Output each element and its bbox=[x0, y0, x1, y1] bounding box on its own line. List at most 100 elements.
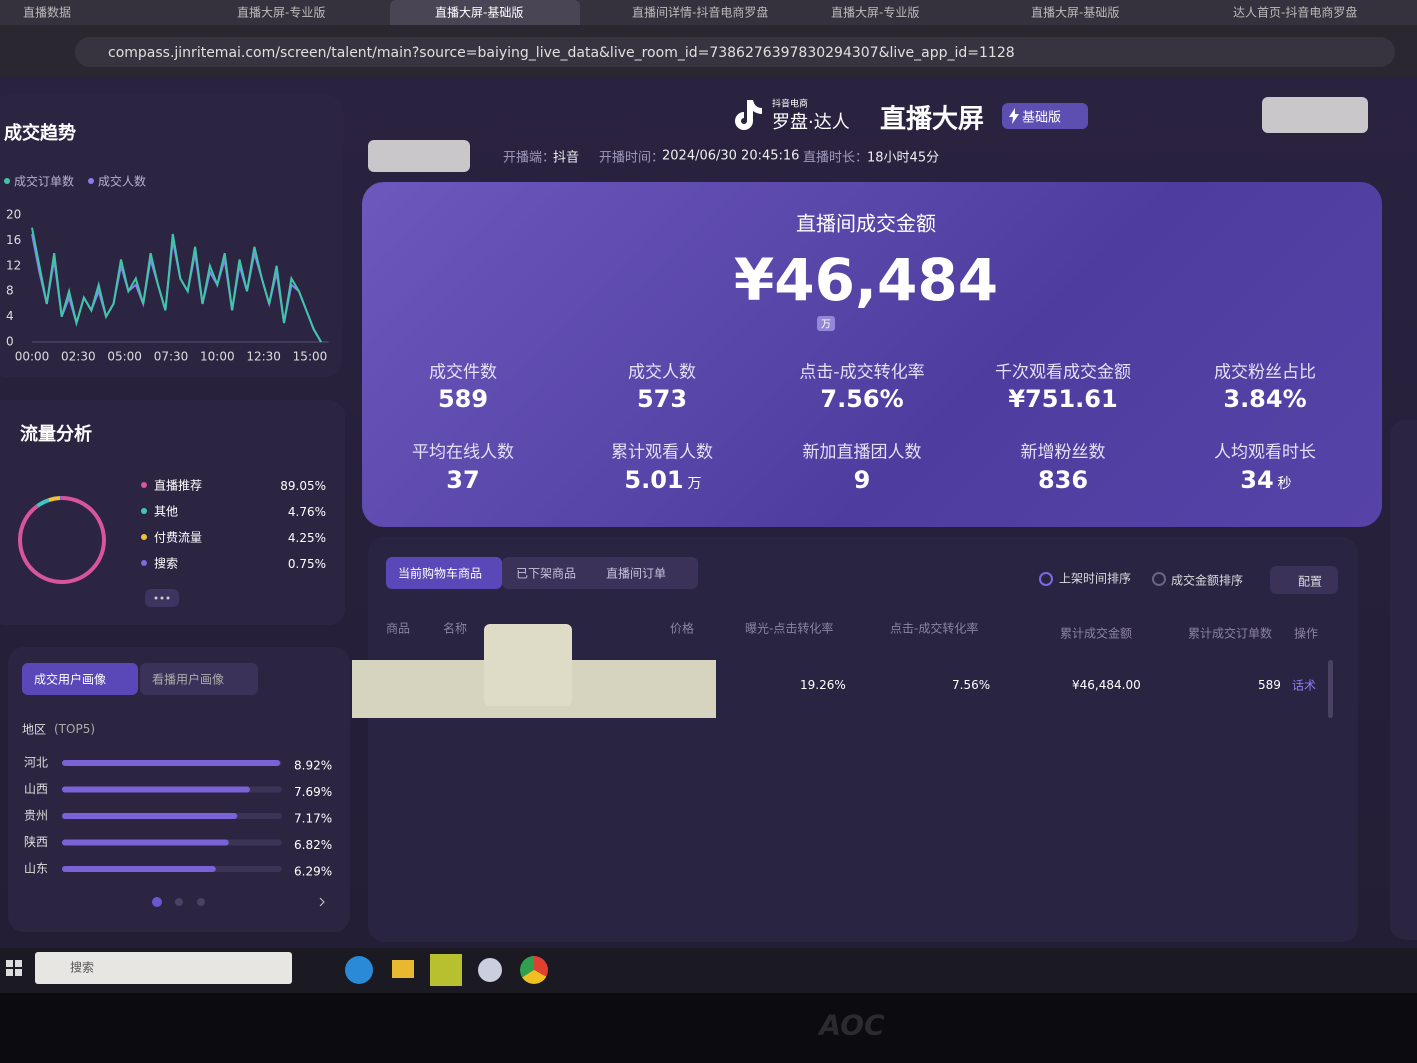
metric-value: 5.01 bbox=[624, 466, 684, 494]
column-header: 商品 bbox=[386, 621, 411, 636]
metric-label: 累计观看人数 bbox=[611, 442, 713, 463]
tab-group[interactable] bbox=[502, 557, 698, 589]
more-dots bbox=[154, 596, 170, 600]
column-header: 累计成交订单数 bbox=[1188, 626, 1273, 641]
region-bars: 河北 8.92% 山西 7.69% 贵州 7.17% 陕西 6.82% 山东 6.29% bbox=[24, 756, 332, 879]
y-tick-label: 20 bbox=[6, 208, 21, 222]
region-note: (TOP5) bbox=[54, 722, 96, 736]
x-tick-label: 05:00 bbox=[107, 350, 142, 364]
bar bbox=[62, 866, 216, 872]
tab-title[interactable]: 达人首页-抖音电商罗盘 bbox=[1233, 5, 1358, 20]
region-name: 贵州 bbox=[24, 809, 48, 823]
region-share: 6.29% bbox=[294, 865, 332, 879]
tab-title[interactable]: 直播大屏-基础版 bbox=[435, 5, 524, 20]
source-name: 搜索 bbox=[154, 556, 179, 571]
monitor-brand: AOC bbox=[819, 1008, 885, 1042]
source-name: 付费流量 bbox=[154, 530, 203, 545]
donut-segment bbox=[48, 496, 61, 503]
tab-title[interactable]: 直播大屏-专业版 bbox=[831, 5, 920, 20]
portrait-tab[interactable] bbox=[140, 663, 258, 695]
edge-icon[interactable] bbox=[345, 956, 373, 984]
monitor-bezel bbox=[0, 993, 1417, 1063]
scrollbar bbox=[1328, 660, 1333, 718]
x-tick-label: 10:00 bbox=[200, 350, 235, 364]
sort-option[interactable]: 成交金额排序 bbox=[1171, 573, 1244, 588]
products-panel bbox=[368, 537, 1358, 942]
product-tab[interactable]: 直播间订单 bbox=[606, 566, 667, 581]
config-text[interactable]: 配置 bbox=[1298, 574, 1323, 589]
blurred-avatar bbox=[368, 140, 470, 172]
app-icon[interactable] bbox=[430, 954, 462, 986]
brand-small: 抖音电商 bbox=[772, 99, 809, 110]
cell: 19.26% bbox=[800, 678, 846, 692]
column-header: 操作 bbox=[1294, 626, 1319, 641]
badge-text[interactable]: 基础版 bbox=[1022, 110, 1062, 126]
sort-option[interactable]: 上架时间排序 bbox=[1059, 571, 1132, 586]
trend-chart: 0 4 8 12 16 20 00:00 02:30 05:00 07:30 10:00 12:30 1… bbox=[6, 208, 329, 364]
live-info: 开播时间： bbox=[599, 150, 665, 166]
y-tick-label: 0 bbox=[6, 335, 14, 349]
folder-icon[interactable] bbox=[392, 960, 414, 978]
bar bbox=[62, 839, 229, 846]
legend-swatch bbox=[88, 178, 94, 184]
x-tick-label: 00:00 bbox=[15, 350, 50, 364]
column-header: 累计成交金额 bbox=[1060, 626, 1133, 641]
y-tick-label: 4 bbox=[6, 309, 14, 323]
legend-swatch bbox=[141, 508, 147, 514]
tab-title[interactable]: 直播间详情-抖音电商罗盘 bbox=[632, 5, 769, 20]
page-title: 直播大屏 bbox=[880, 104, 985, 135]
active-tab[interactable] bbox=[390, 0, 580, 25]
metric-label: 成交人数 bbox=[628, 362, 696, 383]
donut-segment bbox=[36, 498, 50, 508]
product-tab[interactable]: 已下架商品 bbox=[516, 566, 577, 581]
chrome-icon[interactable] bbox=[520, 956, 548, 984]
tab-title[interactable]: 直播数据 bbox=[23, 5, 72, 20]
radio-checked[interactable] bbox=[1039, 572, 1053, 586]
legend-label: 成交订单数 bbox=[14, 174, 75, 189]
kpi-value: ¥46,484 bbox=[733, 246, 999, 314]
app-icon[interactable] bbox=[478, 958, 502, 982]
bar bbox=[62, 786, 250, 793]
column-header: 名称 bbox=[443, 621, 468, 636]
kpi-title: 直播间成交金额 bbox=[796, 211, 936, 236]
config-button[interactable] bbox=[1270, 566, 1338, 594]
url-text[interactable]: compass.jinritemai.com/screen/talent/mai… bbox=[108, 45, 1015, 61]
portrait-tab-active[interactable] bbox=[22, 663, 138, 695]
tab-title[interactable]: 直播大屏-基础版 bbox=[1031, 5, 1120, 20]
metric-unit: 秒 bbox=[1277, 476, 1292, 492]
metric-value: 573 bbox=[636, 385, 688, 413]
source-share: 89.05% bbox=[280, 479, 326, 493]
metric-label: 人均观看时长 bbox=[1214, 442, 1316, 463]
bolt-icon bbox=[1009, 108, 1019, 124]
search-box[interactable] bbox=[35, 952, 292, 984]
product-tab[interactable]: 当前购物车商品 bbox=[398, 566, 483, 581]
source-name: 其他 bbox=[154, 504, 179, 519]
tab-bar bbox=[0, 0, 1417, 25]
url-field[interactable] bbox=[75, 37, 1395, 67]
source-share: 4.25% bbox=[287, 531, 326, 545]
portrait-tab[interactable]: 成交用户画像 bbox=[34, 672, 107, 687]
pager bbox=[152, 897, 325, 907]
search-placeholder[interactable]: 搜索 bbox=[70, 960, 95, 975]
metric-value: 7.56% bbox=[820, 385, 904, 413]
metric-label: 新加直播团人数 bbox=[802, 442, 922, 463]
live-info: 18小时45分 bbox=[867, 150, 940, 166]
column-header: 价格 bbox=[670, 621, 695, 636]
source-share: 4.76% bbox=[287, 505, 326, 519]
metric-label: 成交件数 bbox=[429, 362, 497, 383]
legend-swatch bbox=[141, 560, 147, 566]
metric-value: 9 bbox=[853, 466, 871, 494]
brand: 罗盘·达人 bbox=[772, 112, 850, 133]
unit-badge bbox=[817, 316, 835, 331]
tab-active[interactable] bbox=[386, 557, 502, 589]
blurred-image bbox=[484, 624, 572, 706]
live-info: 开播端： bbox=[503, 150, 556, 166]
start-icon[interactable] bbox=[6, 960, 22, 976]
portrait-tab[interactable]: 看播用户画像 bbox=[152, 672, 225, 687]
radio[interactable] bbox=[1152, 572, 1166, 586]
blurred-account bbox=[1262, 97, 1368, 133]
cell[interactable]: 话术 bbox=[1292, 678, 1317, 693]
tab-title[interactable]: 直播大屏-专业版 bbox=[237, 5, 326, 20]
metric-value: 589 bbox=[437, 385, 489, 413]
